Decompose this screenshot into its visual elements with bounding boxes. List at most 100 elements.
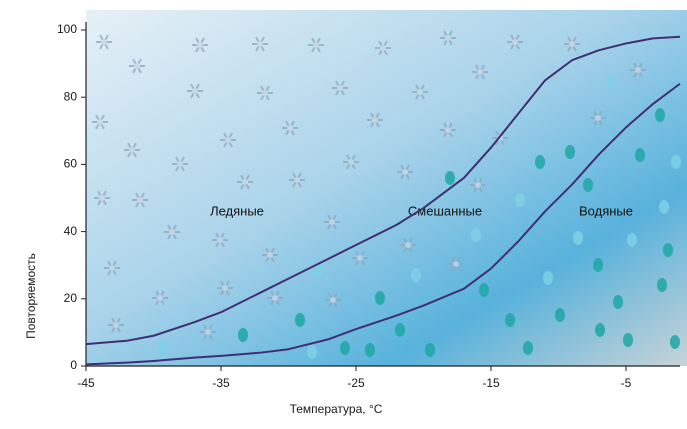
droplet — [613, 295, 623, 309]
snowflake-core — [330, 297, 336, 303]
droplet — [565, 145, 575, 159]
snowflake-core — [177, 161, 183, 167]
droplet — [340, 341, 350, 355]
snowflake — [325, 292, 341, 308]
snowflake-core — [129, 147, 135, 153]
snowflake-core — [294, 177, 300, 183]
snowflake — [257, 85, 273, 101]
snowflake-core — [380, 45, 386, 51]
snowflake — [397, 164, 413, 180]
snowflake — [220, 132, 236, 148]
droplet — [471, 228, 481, 242]
droplet — [313, 263, 323, 277]
x-tick-label: -35 — [212, 376, 230, 390]
snowflake-core — [477, 69, 483, 75]
droplet — [663, 243, 673, 257]
droplet — [505, 313, 515, 327]
snowflake — [590, 110, 606, 126]
snowflake — [252, 36, 268, 52]
snowflake-core — [225, 137, 231, 143]
snowflake — [332, 80, 348, 96]
snowflake-core — [97, 119, 103, 125]
snowflake-core — [569, 41, 575, 47]
snowflake-core — [475, 182, 481, 188]
droplet — [238, 328, 248, 342]
x-axis-label: Температура, °C — [290, 402, 383, 416]
snowflake — [96, 34, 112, 50]
snowflake-core — [257, 41, 263, 47]
snowflake — [108, 317, 124, 333]
droplet — [593, 258, 603, 272]
droplet — [307, 345, 317, 359]
droplet — [535, 155, 545, 169]
snowflake — [564, 36, 580, 52]
snowflake — [192, 37, 208, 53]
snowflake-core — [372, 117, 378, 123]
snowflake-core — [169, 229, 175, 235]
droplet — [479, 283, 489, 297]
snowflake — [375, 40, 391, 56]
snowflake — [282, 120, 298, 136]
droplet — [395, 323, 405, 337]
snowflake — [200, 324, 216, 340]
snowflake-core — [445, 35, 451, 41]
droplet — [425, 343, 435, 357]
droplet — [573, 231, 583, 245]
snowflake-core — [287, 125, 293, 131]
snowflake — [212, 232, 228, 248]
snowflake — [187, 83, 203, 99]
droplet — [595, 323, 605, 337]
y-axis-label: Повторяемость — [24, 253, 38, 339]
snowflake — [217, 280, 233, 296]
snowflake-core — [113, 322, 119, 328]
snowflake — [92, 114, 108, 130]
series-line — [85, 82, 681, 366]
y-tick-label: 60 — [64, 157, 78, 171]
snowflake-core — [109, 265, 115, 271]
snowflake-core — [99, 195, 105, 201]
snowflake — [440, 30, 456, 46]
snowflake-core — [357, 255, 363, 261]
droplet — [158, 341, 168, 355]
droplet — [523, 341, 533, 355]
droplet — [295, 313, 305, 327]
snowflake-core — [595, 115, 601, 121]
snowflake — [507, 34, 523, 50]
snowflake — [630, 62, 646, 78]
snowflake — [343, 154, 359, 170]
plot-background — [86, 10, 687, 366]
snowflake — [237, 174, 253, 190]
snowflake-core — [348, 159, 354, 165]
snowflake — [124, 142, 140, 158]
snowflake — [132, 192, 148, 208]
snowflake — [172, 156, 188, 172]
droplet — [659, 200, 669, 214]
droplet — [365, 343, 375, 357]
snowflake-core — [157, 295, 163, 301]
snowflake — [470, 177, 486, 193]
snowflake-core — [272, 295, 278, 301]
decoration — [92, 30, 681, 359]
snowflake — [400, 237, 416, 253]
snowflake — [308, 37, 324, 53]
snowflake — [448, 256, 464, 272]
snowflake-core — [313, 42, 319, 48]
snowflake — [164, 224, 180, 240]
droplet — [375, 291, 385, 305]
droplet — [555, 308, 565, 322]
snowflake — [152, 290, 168, 306]
snowflake — [267, 290, 283, 306]
snowflake — [412, 84, 428, 100]
region-label: Ледяные — [210, 203, 264, 218]
snowflake-core — [512, 39, 518, 45]
snowflake-core — [402, 169, 408, 175]
droplet — [623, 333, 633, 347]
snowflake-core — [197, 42, 203, 48]
snowflake-core — [242, 179, 248, 185]
snowflake-core — [329, 219, 335, 225]
droplet — [607, 75, 617, 89]
snowflake — [324, 214, 340, 230]
droplet — [543, 271, 553, 285]
snowflake — [129, 58, 145, 74]
snowflake-core — [222, 285, 228, 291]
